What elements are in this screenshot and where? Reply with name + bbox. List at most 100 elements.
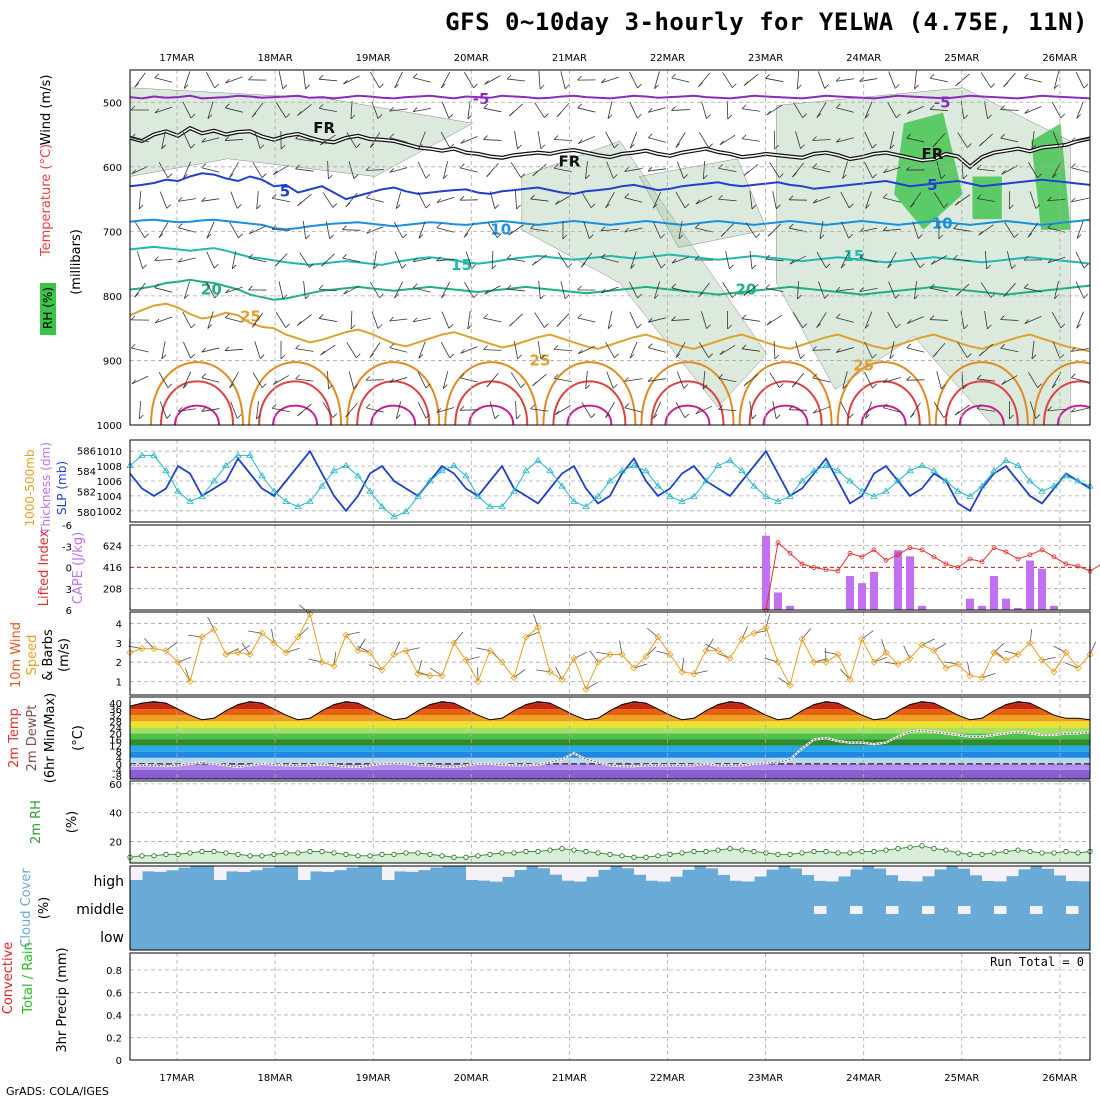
upper-wind-barb-flag: [396, 414, 401, 420]
thickness-marker: [702, 477, 710, 484]
upper-wind-barb: [178, 227, 196, 233]
upper-wind-barb-flag: [919, 263, 925, 269]
thickness-marker: [786, 492, 794, 499]
date-tick-label-bottom: 25MAR: [944, 1073, 979, 1084]
upper-wind-barb-flag: [1023, 73, 1029, 79]
upper-wind-barb: [840, 191, 850, 209]
panel-frame: [129, 780, 1091, 864]
cloud-high-gap: [838, 866, 851, 877]
upper-wind-barb: [418, 221, 426, 239]
upper-wind-barb-flag: [365, 375, 371, 381]
upper-wind-barb: [836, 137, 854, 143]
upper-wind-barb-flag: [154, 256, 159, 261]
upper-wind-barb-flag: [134, 82, 139, 88]
upper-wind-barb-flag: [812, 163, 818, 169]
upper-wind-barb-flag: [637, 113, 642, 119]
upper-wind-barb-flag: [509, 321, 514, 327]
rh2m-marker: [151, 853, 157, 859]
upper-wind-barb-flag: [377, 114, 383, 119]
upper-wind-barb-flag: [553, 345, 559, 350]
upper-wind-barb: [1029, 401, 1037, 419]
upper-wind-barb-flag: [1070, 137, 1076, 142]
upper-wind-barb-flag: [483, 345, 488, 350]
upper-wind-barb: [624, 407, 643, 413]
wind10-marker: [894, 660, 902, 668]
wind10-marker: [1050, 668, 1058, 676]
date-tick-label-bottom: 24MAR: [846, 1073, 881, 1084]
upper-wind-barb: [889, 131, 895, 149]
upper-wind-barb: [538, 70, 541, 90]
upper-wind-barb-flag: [976, 404, 982, 409]
upper-wind-barb-flag: [320, 140, 325, 146]
upper-wind-barb-flag: [954, 410, 960, 416]
upper-wind-barb: [864, 161, 873, 179]
upper-wind-barb-flag: [906, 319, 912, 324]
temp-color-band: [130, 701, 1090, 704]
upper-wind-barb: [508, 224, 524, 236]
upper-wind-barb-flag: [395, 204, 401, 209]
upper-wind-barb: [607, 311, 613, 329]
date-tick-label-bottom: 26MAR: [1042, 1073, 1077, 1084]
upper-wind-barb-flag: [708, 353, 713, 358]
upper-wind-barb-flag: [765, 284, 770, 289]
isotherm-line: [130, 172, 1090, 201]
upper-wind-barb-flag: [436, 256, 441, 262]
upper-wind-barb: [765, 287, 784, 293]
upper-wind-barb-flag: [206, 233, 212, 239]
temp-color-band: [130, 721, 1090, 728]
rh2m-marker: [223, 850, 229, 856]
cloud-high-gap: [1054, 866, 1067, 876]
upper-wind-barb-flag: [130, 105, 136, 111]
upper-wind-barb-flag: [660, 233, 665, 239]
upper-wind-barb: [953, 228, 972, 232]
upper-wind-barb-flag: [556, 322, 562, 327]
temp-color-band: [130, 715, 1090, 722]
upper-wind-barb-flag: [531, 261, 537, 266]
cloud-middle-gap: [850, 906, 863, 914]
upper-wind-barb: [984, 311, 988, 329]
upper-wind-barb: [601, 76, 619, 84]
upper-wind-barb-flag: [138, 414, 144, 420]
thickness-tick-label: 586: [77, 446, 96, 457]
upper-wind-barb-flag: [824, 294, 829, 299]
upper-wind-barb-flag: [328, 174, 333, 180]
rh2m-marker: [487, 851, 493, 857]
upper-wind-barb: [745, 222, 757, 238]
date-tick-label-bottom: 19MAR: [356, 1073, 391, 1084]
cape-bar: [1038, 568, 1046, 610]
upper-wind-barb-flag: [963, 324, 969, 330]
upper-wind-barb-flag: [872, 383, 877, 389]
upper-wind-barb: [648, 317, 666, 323]
upper-wind-barb-flag: [318, 104, 324, 109]
upper-wind-barb-flag: [167, 383, 173, 389]
upper-wind-barb-flag: [213, 263, 219, 269]
upper-wind-barb-flag: [990, 83, 996, 88]
thickness-marker: [594, 492, 602, 499]
upper-wind-barb: [864, 341, 873, 359]
upper-wind-barb: [648, 168, 666, 172]
rh2m-marker: [163, 851, 169, 857]
upper-wind-barb-flag: [675, 353, 681, 359]
upper-wind-barb: [395, 401, 402, 419]
cloud-high-gap: [262, 866, 275, 868]
cloud-middle-gap: [814, 906, 827, 914]
wind10-marker: [234, 648, 242, 657]
upper-wind-barb: [249, 225, 266, 235]
upper-wind-barb: [320, 344, 336, 356]
pressure-tick-label: 700: [103, 227, 122, 238]
cloud-high-gap: [622, 866, 635, 869]
upper-wind-barb-flag: [940, 174, 946, 180]
upper-wind-barb-flag: [743, 291, 749, 296]
upper-wind-barb-flag: [895, 84, 900, 89]
upper-wind-barb-flag: [532, 171, 538, 177]
upper-wind-barb: [131, 347, 149, 353]
upper-wind-barb: [389, 347, 408, 353]
upper-wind-barb: [836, 78, 854, 82]
upper-wind-barb: [553, 348, 573, 352]
contour-label: 15: [451, 256, 472, 274]
upper-wind-barb: [772, 191, 777, 209]
upper-wind-barb-flag: [161, 354, 167, 360]
rh2m-tick-label: 60: [109, 780, 122, 791]
upper-wind-barb-flag: [273, 170, 278, 175]
upper-wind-barb: [325, 221, 331, 239]
